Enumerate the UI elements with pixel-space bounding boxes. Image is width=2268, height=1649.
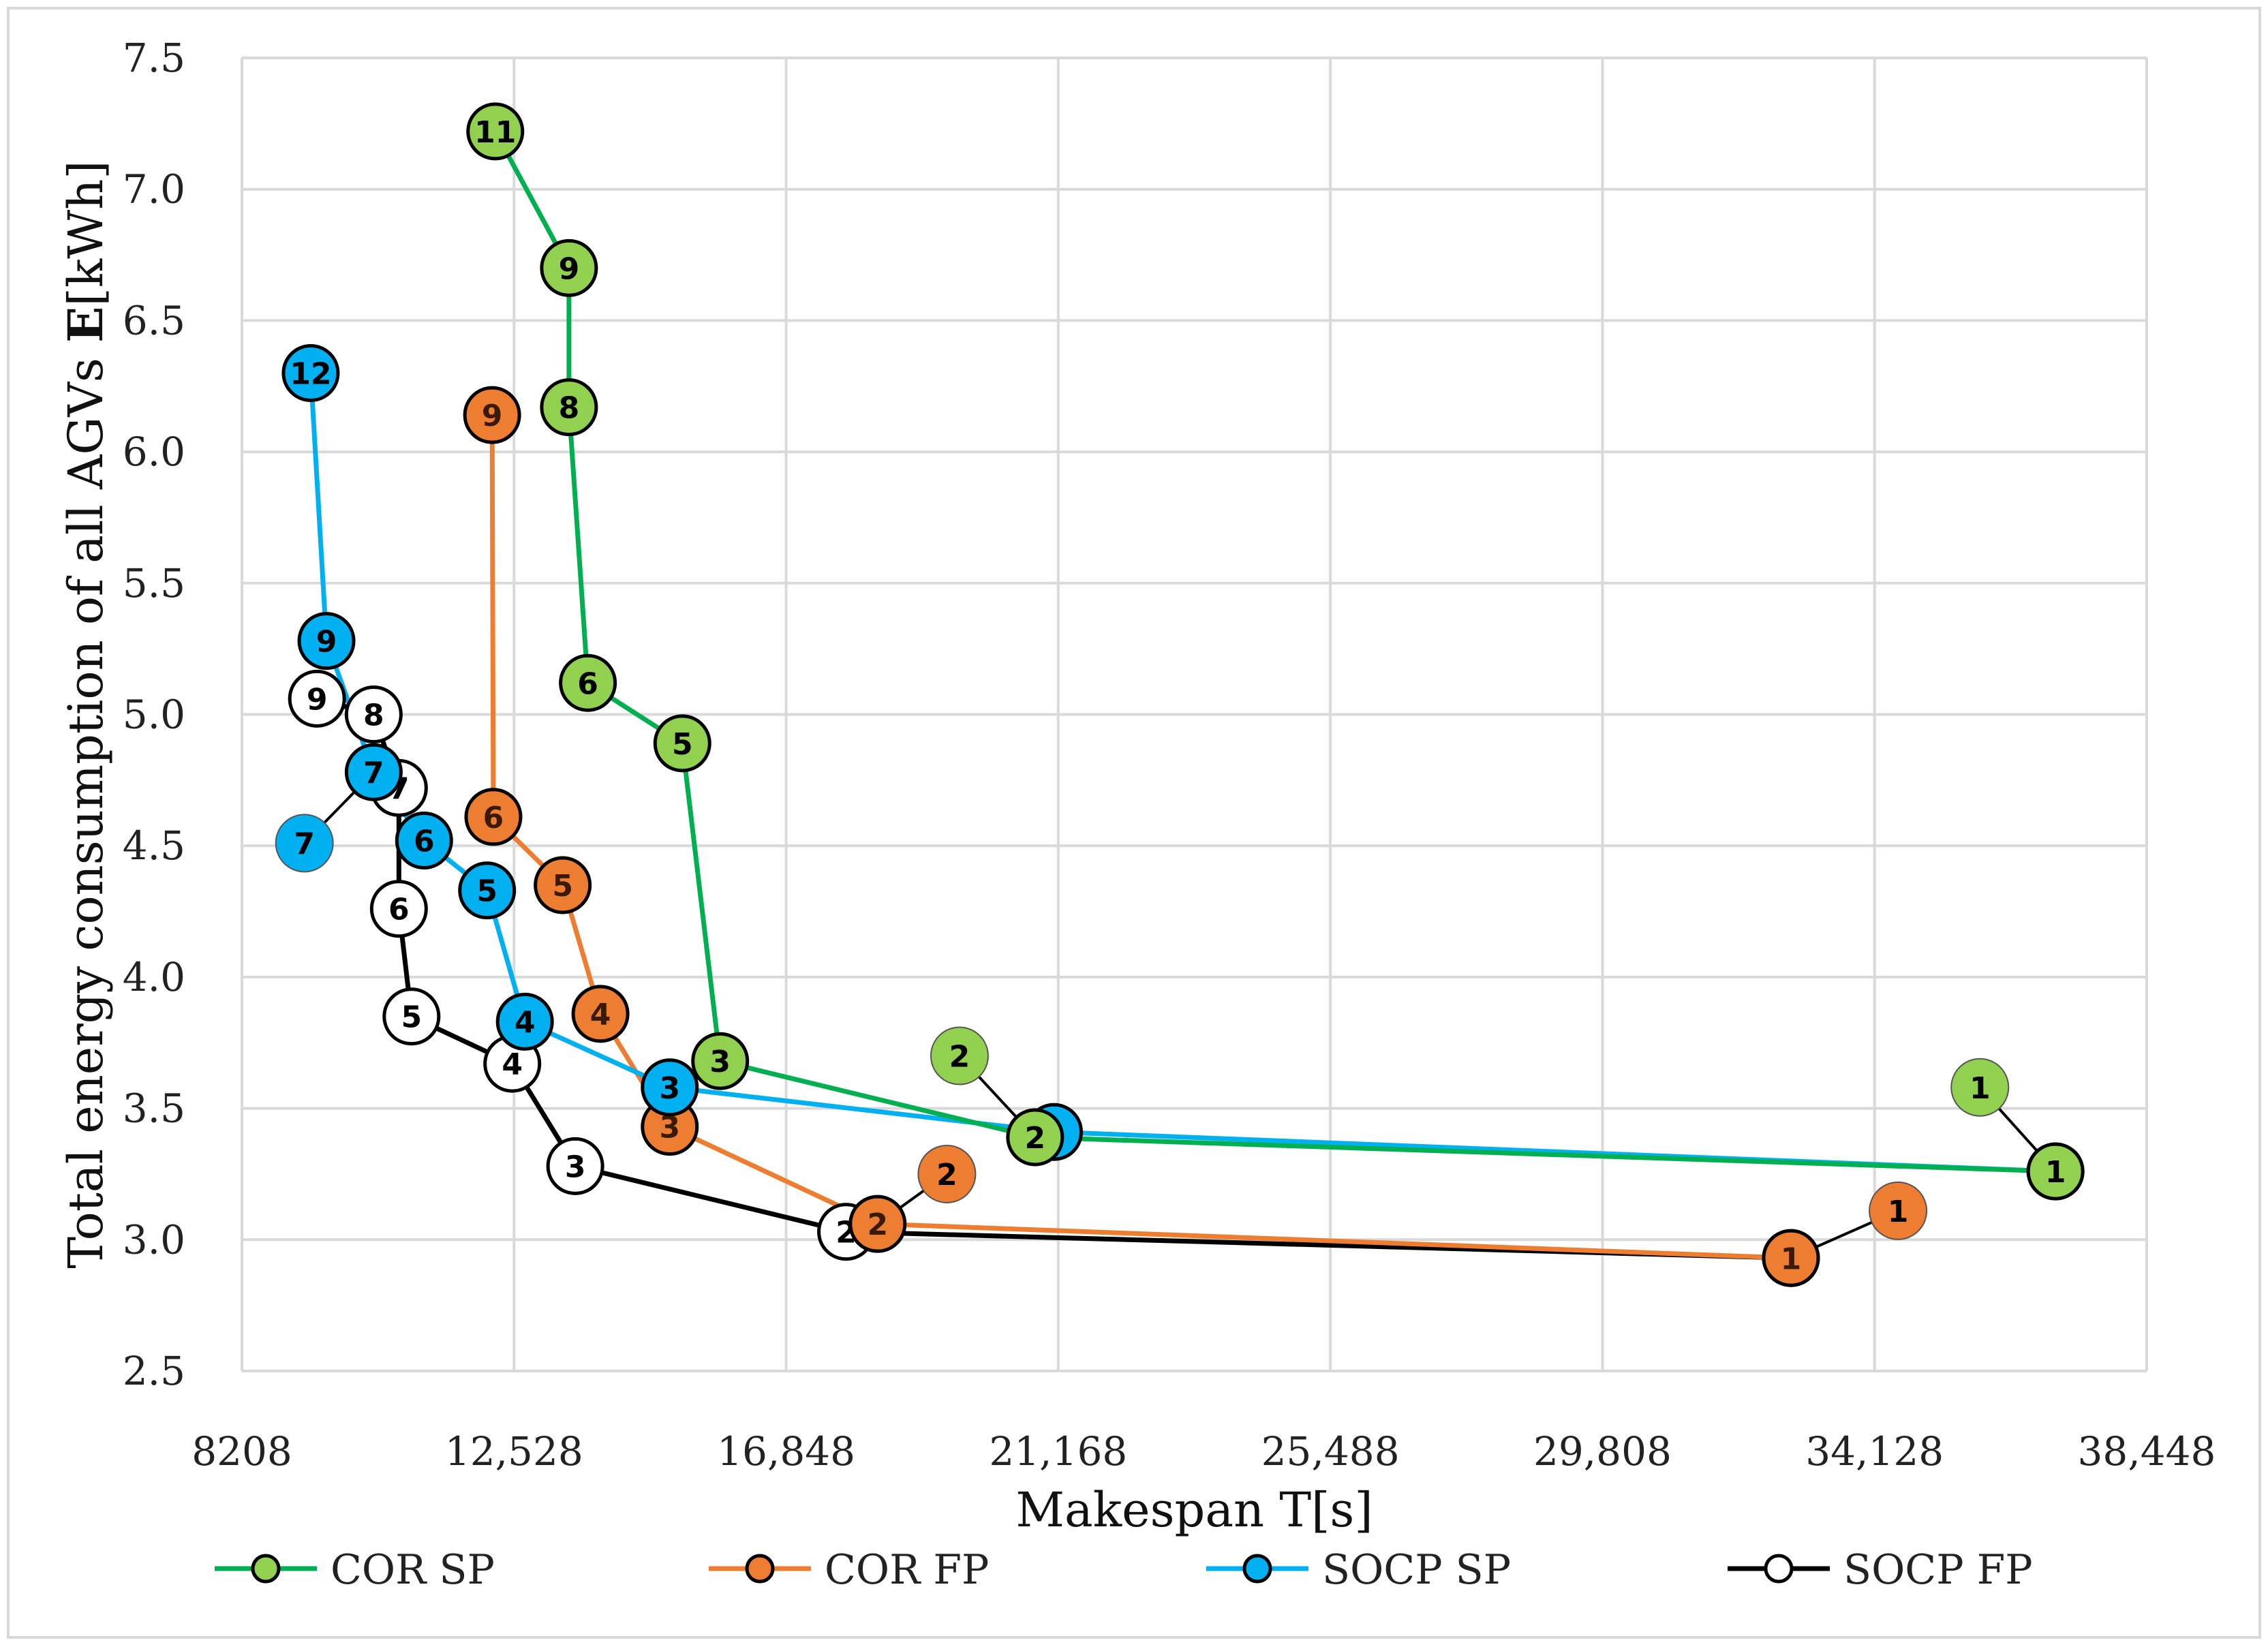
- data-point-cor-sp-label: 1: [2045, 1155, 2066, 1190]
- x-tick-label: 25,488: [1261, 1428, 1400, 1475]
- data-point-cor-sp: [691, 1032, 750, 1090]
- data-point-socp-fp-label: 8: [363, 698, 384, 733]
- data-point-cor-fp: [848, 1195, 907, 1253]
- data-point-socp-sp-label: 5: [476, 874, 497, 909]
- y-axis-title-unit: [kWh]: [58, 160, 114, 306]
- data-point-socp-fp-label: 4: [502, 1047, 523, 1082]
- annotation-callout: [917, 1144, 977, 1203]
- data-point-socp-fp: [382, 987, 441, 1046]
- chart-frame: [7, 7, 2261, 1639]
- x-tick-label: 12,528: [445, 1428, 583, 1475]
- data-point-socp-sp-label: 7: [363, 756, 384, 790]
- x-tick-label: 21,168: [989, 1428, 1127, 1475]
- data-point-cor-sp: [559, 653, 617, 712]
- data-point-socp-fp-label: 9: [307, 682, 328, 717]
- data-point-socp-sp: [495, 992, 554, 1051]
- annotation-callout-label: 2: [936, 1158, 957, 1192]
- legend-label-socp-fp: SOCP FP: [1843, 1546, 2033, 1594]
- data-point-cor-fp: [534, 856, 592, 914]
- annotation-callout-label: 1: [1970, 1071, 1991, 1106]
- annotation-callout: [1950, 1058, 2010, 1117]
- data-point-socp-fp: [546, 1137, 604, 1195]
- data-point-cor-fp-label: 4: [590, 998, 611, 1032]
- data-point-socp-fp-label: 6: [388, 893, 410, 927]
- data-point-socp-fp-label: 3: [565, 1150, 586, 1184]
- data-point-socp-sp-label: 6: [414, 824, 435, 859]
- data-point-cor-sp: [540, 238, 598, 297]
- y-tick-label: 3.5: [123, 1085, 185, 1132]
- data-point-cor-fp: [1762, 1229, 1820, 1287]
- y-axis-title-prefix: Total energy consumption of all AGVs: [58, 343, 114, 1269]
- data-point-cor-sp-label: 11: [474, 115, 516, 150]
- data-point-socp-sp: [281, 343, 340, 402]
- legend-marker-socp-fp[interactable]: [1764, 1554, 1794, 1584]
- data-point-cor-sp: [2026, 1142, 2085, 1201]
- data-point-cor-sp: [466, 102, 525, 161]
- data-point-socp-fp: [369, 880, 428, 938]
- x-tick-label: 29,808: [1533, 1428, 1672, 1475]
- y-axis-title-symbol: E: [57, 306, 114, 342]
- data-point-cor-sp-label: 9: [559, 251, 580, 286]
- data-point-socp-fp: [288, 669, 346, 728]
- data-point-socp-fp-label: 5: [401, 1000, 423, 1035]
- y-tick-label: 4.5: [123, 822, 185, 869]
- data-point-socp-sp: [641, 1058, 699, 1117]
- y-tick-label: 7.0: [123, 166, 185, 213]
- data-point-socp-fp: [344, 685, 403, 743]
- y-axis-title: Total energy consumption of all AGVs E[k…: [57, 160, 114, 1268]
- data-point-socp-sp-label: 4: [515, 1005, 536, 1040]
- data-point-cor-sp: [540, 378, 598, 437]
- data-point-cor-sp-label: 6: [577, 666, 598, 701]
- y-tick-label: 6.5: [123, 297, 185, 343]
- data-point-cor-sp-label: 5: [672, 727, 693, 762]
- data-point-socp-sp-label: 12: [290, 356, 331, 391]
- annotation-callout: [930, 1026, 989, 1085]
- annotation-callout-label: 7: [294, 827, 315, 861]
- data-point-cor-fp-label: 6: [483, 801, 504, 835]
- data-point-cor-fp: [464, 788, 523, 846]
- data-point-socp-sp: [344, 743, 403, 801]
- data-point-cor-sp: [1006, 1108, 1064, 1167]
- y-tick-label: 2.5: [123, 1348, 185, 1394]
- y-tick-label: 6.0: [123, 429, 185, 475]
- legend-label-socp-sp: SOCP SP: [1322, 1546, 1511, 1594]
- legend-marker-socp-sp[interactable]: [1242, 1554, 1272, 1584]
- x-axis-title: Makespan T[s]: [1015, 1482, 1373, 1538]
- legend-marker-cor-sp[interactable]: [251, 1554, 281, 1584]
- legend-label-cor-sp: COR SP: [331, 1546, 495, 1594]
- y-tick-label: 4.0: [123, 954, 185, 1000]
- data-point-cor-fp-label: 2: [867, 1207, 888, 1242]
- data-point-cor-sp-label: 3: [709, 1045, 731, 1079]
- x-tick-label: 38,448: [2078, 1428, 2216, 1475]
- annotation-callout-label: 2: [949, 1040, 970, 1075]
- legend-label-cor-fp: COR FP: [825, 1546, 989, 1594]
- data-point-cor-sp: [653, 714, 711, 773]
- data-point-cor-fp-label: 9: [482, 399, 503, 433]
- y-tick-label: 3.0: [123, 1216, 185, 1263]
- annotation-callout-label: 1: [1888, 1195, 1909, 1229]
- legend-marker-cor-fp[interactable]: [745, 1554, 775, 1584]
- y-tick-label: 5.0: [123, 692, 185, 738]
- annotation-callout: [1869, 1181, 1928, 1240]
- data-point-socp-sp-label: 3: [659, 1071, 680, 1106]
- x-tick-label: 16,848: [717, 1428, 855, 1475]
- data-point-socp-sp: [458, 861, 517, 920]
- data-point-cor-fp-label: 5: [552, 869, 573, 904]
- annotation-callout: [275, 814, 334, 873]
- y-tick-label: 5.5: [123, 560, 185, 606]
- x-tick-label: 8208: [191, 1428, 292, 1475]
- data-point-cor-sp-label: 8: [559, 391, 580, 426]
- data-point-socp-sp: [297, 612, 356, 671]
- x-tick-label: 34,128: [1805, 1428, 1944, 1475]
- data-point-cor-fp-label: 1: [1781, 1242, 1802, 1276]
- data-point-socp-sp-label: 9: [316, 625, 337, 660]
- data-point-cor-fp: [571, 985, 630, 1043]
- data-point-cor-sp-label: 2: [1025, 1121, 1046, 1156]
- data-point-socp-sp: [395, 811, 453, 869]
- data-point-cor-fp: [463, 386, 521, 444]
- y-tick-label: 7.5: [123, 35, 185, 81]
